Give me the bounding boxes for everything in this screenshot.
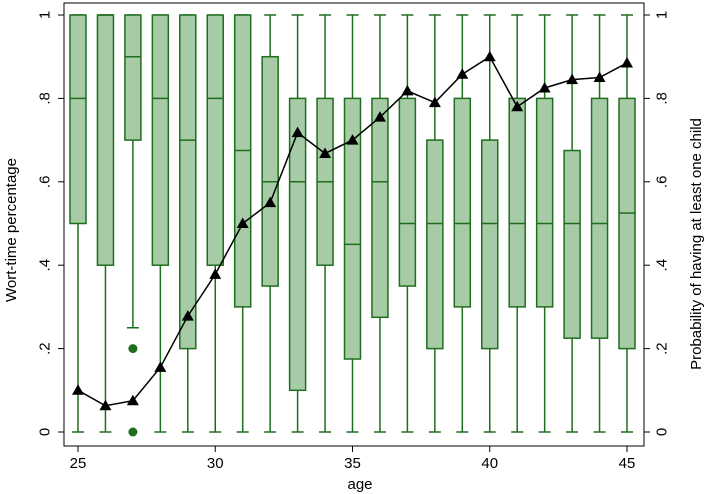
box [398, 97, 417, 287]
x-tick-label: 25 [70, 455, 87, 472]
boxplot-29 [179, 14, 197, 433]
boxplot-32 [261, 14, 279, 433]
y-right-tick-label: .2 [654, 342, 671, 355]
boxplot-35 [343, 14, 362, 433]
box [124, 14, 142, 141]
boxplot-34 [316, 14, 334, 433]
y-left-tick-label: 0 [37, 428, 54, 436]
boxplot-27 [124, 14, 142, 437]
box [535, 97, 554, 308]
probability-point [593, 71, 606, 83]
y-axis-left: 0 .2 .4 .6 .8 1 [37, 11, 64, 436]
x-tick-label: 40 [481, 455, 498, 472]
x-axis-title: age [347, 476, 372, 493]
y-left-tick-label: .8 [37, 92, 54, 105]
box [426, 139, 444, 350]
box [233, 14, 252, 308]
probability-point [236, 217, 249, 228]
probability-point [72, 384, 84, 395]
box [206, 14, 224, 266]
box [288, 97, 307, 392]
boxplot-41 [508, 14, 526, 433]
box [69, 14, 87, 225]
probability-point [346, 134, 359, 145]
y-right-tick-label: 1 [654, 11, 671, 19]
boxplot-38 [426, 14, 444, 433]
y-right-tick-label: .4 [654, 259, 671, 272]
probability-point [428, 96, 441, 108]
probability-point [566, 73, 579, 85]
boxplot-28 [151, 14, 170, 433]
plot-area-frame [63, 2, 645, 447]
outlier-point [128, 344, 138, 354]
box [590, 97, 609, 339]
y-right-tick-label: .8 [654, 92, 671, 105]
boxplot-39 [453, 14, 472, 433]
x-axis: 25 30 35 40 45 [70, 446, 636, 472]
probability-point [209, 268, 222, 279]
probability-point [538, 81, 551, 93]
y-right-tick-label: .6 [654, 176, 671, 189]
boxplot-42 [535, 14, 554, 433]
y-axis-left-title: Wort-time percentage [3, 158, 20, 302]
y-right-tick-label: 0 [654, 428, 671, 436]
box [151, 14, 170, 266]
probability-point [126, 394, 139, 406]
box [618, 97, 636, 350]
probability-point [621, 56, 633, 68]
y-left-tick-label: .6 [37, 176, 54, 189]
box [481, 139, 499, 350]
box [96, 14, 115, 266]
boxplot-45 [618, 14, 636, 433]
boxplot-44 [590, 14, 609, 433]
boxplot-30 [206, 14, 224, 433]
probability-point [511, 100, 524, 112]
boxplot-36 [371, 14, 389, 433]
x-tick-label: 45 [619, 455, 636, 472]
y-left-tick-label: .2 [37, 342, 54, 355]
box [261, 55, 279, 287]
boxplot-43 [563, 14, 581, 433]
probability-point [456, 68, 469, 79]
outlier-point [128, 427, 138, 437]
boxplot-40 [481, 14, 499, 433]
box [179, 14, 197, 350]
probability-line [72, 50, 633, 411]
y-left-tick-label: .4 [37, 259, 54, 272]
box [371, 97, 389, 319]
probability-point [483, 50, 496, 62]
probability-point [154, 361, 167, 372]
y-axis-right: 0 .2 .4 .6 .8 1 [644, 11, 671, 436]
box [563, 149, 581, 339]
boxplot-33 [288, 14, 307, 433]
box [508, 97, 526, 308]
probability-point [99, 399, 112, 411]
probability-point [373, 111, 386, 122]
probability-point [181, 310, 194, 321]
y-left-tick-label: 1 [37, 11, 54, 19]
probability-point [319, 147, 332, 158]
probability-point [264, 196, 277, 208]
y-axis-right-title: Probability of having at least one child [688, 118, 705, 370]
x-tick-label: 30 [207, 455, 224, 472]
boxplot-31 [233, 14, 252, 433]
box [453, 97, 472, 308]
boxplot-25 [69, 14, 87, 433]
boxplot-26 [96, 14, 115, 433]
boxplots [69, 14, 636, 437]
x-tick-label: 35 [344, 455, 361, 472]
boxplot-37 [398, 14, 417, 433]
probability-point [291, 126, 304, 138]
probability-point [401, 84, 414, 96]
box [343, 97, 362, 360]
